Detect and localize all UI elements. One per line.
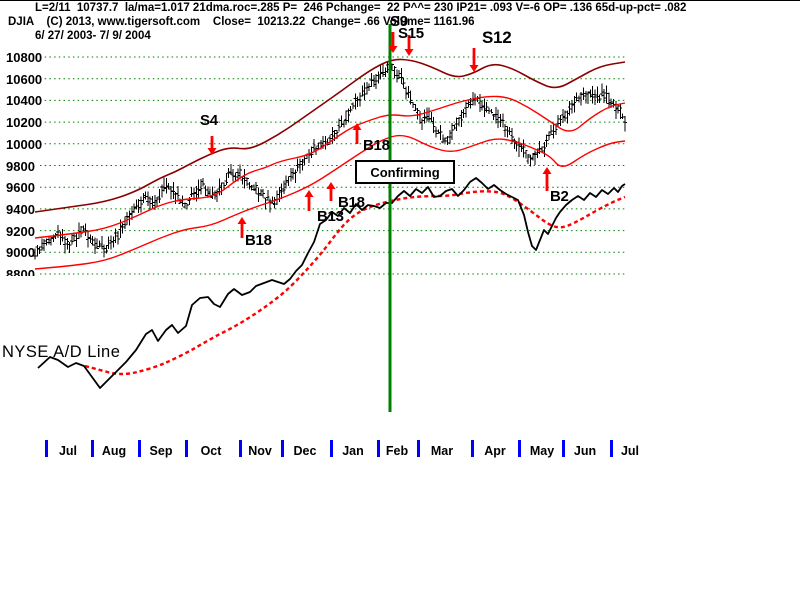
y-axis-tick-label: 9400 xyxy=(6,201,35,217)
signal-label-S15: S15 xyxy=(398,25,424,42)
month-tick xyxy=(471,440,474,457)
month-label: May xyxy=(530,444,554,458)
month-tick xyxy=(610,440,613,457)
month-tick xyxy=(91,440,94,457)
y-axis-tick-label: 9600 xyxy=(6,180,35,196)
y-axis-tick-label: 10200 xyxy=(6,115,43,131)
month-label: Jun xyxy=(574,444,596,458)
month-label: Feb xyxy=(386,444,409,458)
month-tick xyxy=(330,440,333,457)
sell-arrow-head xyxy=(404,49,414,56)
header-stats-line: L=2/11 10737.7 la/ma=1.017 21dma.roc=.28… xyxy=(35,2,687,14)
y-axis-tick-label: 10400 xyxy=(6,93,43,109)
y-axis-tick-label: 9000 xyxy=(6,245,35,261)
month-tick xyxy=(239,440,242,457)
header-quote-line: DJIA (C) 2013, www.tigersoft.com Close= … xyxy=(8,16,475,28)
month-tick xyxy=(518,440,521,457)
signal-label-B13: B13 xyxy=(317,208,344,225)
signal-label-B18: B18 xyxy=(338,194,365,211)
month-label: Apr xyxy=(484,444,506,458)
header-date-range: 6/ 27/ 2003- 7/ 9/ 2004 xyxy=(35,30,151,42)
buy-arrow-head xyxy=(237,217,247,224)
confirming-label: Confirming xyxy=(370,164,440,180)
sell-arrow-head xyxy=(469,65,479,72)
lower-band-line xyxy=(34,134,626,270)
nyse-adline xyxy=(37,177,626,389)
adline-ma-dotted xyxy=(84,190,626,376)
month-label: Jan xyxy=(342,444,364,458)
month-tick xyxy=(281,440,284,457)
upper-band-line xyxy=(34,58,626,213)
adline-label: NYSE A/D Line xyxy=(2,343,121,361)
month-label: Jul xyxy=(59,444,77,458)
signal-label-B18: B18 xyxy=(245,232,272,249)
month-label: Nov xyxy=(248,444,272,458)
signal-label-B18: B18 xyxy=(363,137,390,154)
y-axis-tick-label: 9200 xyxy=(6,223,35,239)
y-axis-tick-label: 10800 xyxy=(6,50,43,65)
month-tick xyxy=(377,440,380,457)
sell-arrow-head xyxy=(388,46,398,53)
signal-label-S4: S4 xyxy=(200,112,218,129)
month-tick xyxy=(138,440,141,457)
y-axis-tick-label-clipped: 8800 xyxy=(6,267,35,276)
month-label: Jul xyxy=(621,444,639,458)
month-tick xyxy=(417,440,420,457)
y-axis-tick-label: 9800 xyxy=(6,158,35,174)
buy-arrow-head xyxy=(352,123,362,130)
month-label: Sep xyxy=(150,444,173,458)
month-tick xyxy=(562,440,565,457)
y-axis-tick-label: 10600 xyxy=(6,71,43,87)
month-tick xyxy=(45,440,48,457)
signal-label-S12: S12 xyxy=(482,28,512,47)
signal-label-B2: B2 xyxy=(550,188,569,205)
y-axis-tick-label: 10000 xyxy=(6,136,43,152)
buy-arrow-head xyxy=(542,167,552,174)
buy-arrow-head xyxy=(326,182,336,189)
month-label: Mar xyxy=(431,444,453,458)
buy-arrow-head xyxy=(304,190,314,197)
mid-band-line xyxy=(34,95,626,239)
month-tick xyxy=(185,440,188,457)
confirming-annotation-box: Confirming xyxy=(355,160,455,184)
month-label: Dec xyxy=(294,444,317,458)
month-label: Aug xyxy=(102,444,126,458)
month-label: Oct xyxy=(201,444,223,458)
sell-arrow-head xyxy=(207,148,217,155)
window-top-border xyxy=(0,0,800,1)
signal-label-S9: S9 xyxy=(390,13,408,30)
